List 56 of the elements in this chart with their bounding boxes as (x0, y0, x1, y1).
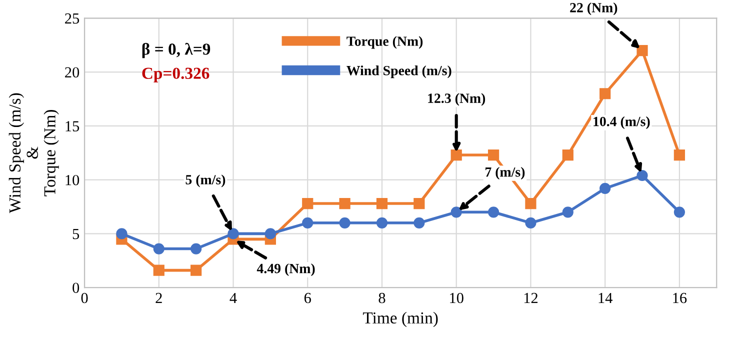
point (339, 217, 350, 228)
point (190, 243, 202, 254)
y-tick-label: 20 (65, 67, 80, 78)
annotation: β = 0, λ=9 (142, 42, 210, 58)
point (600, 88, 611, 100)
point (414, 198, 425, 210)
point (525, 198, 536, 210)
x-tick-label: 8 (378, 292, 386, 304)
point (562, 206, 574, 218)
point (488, 149, 500, 161)
y-axis-title: Wind Speed (m/s) & Torque (Nm) (8, 93, 59, 214)
point (636, 170, 648, 182)
annotation: 22 (Nm) (570, 2, 618, 16)
point (674, 149, 685, 161)
y-tick-label: 25 (65, 13, 80, 24)
y-tick-label: 10 (66, 174, 80, 186)
point (302, 217, 314, 228)
x-tick-label: 12 (524, 292, 538, 304)
point (153, 264, 164, 276)
x-tick-label: 2 (156, 292, 162, 304)
point (302, 198, 314, 210)
y-tick-label: 0 (72, 282, 80, 294)
point (376, 217, 388, 228)
annotation: 10.4 (m/s) (594, 116, 650, 130)
x-axis-title: Time (min) (362, 312, 438, 327)
point (450, 149, 462, 161)
point (153, 243, 164, 254)
x-tick-label: 14 (598, 292, 612, 304)
annotation: Cp=0.326 (142, 68, 210, 82)
point (488, 206, 500, 218)
x-tick-label: 16 (673, 292, 687, 304)
point (636, 44, 648, 56)
legend-label: Wind Speed (m/s) (346, 66, 452, 78)
point (339, 198, 350, 210)
annotation: 5 (m/s) (186, 174, 226, 188)
annotation: 12.3 (Nm) (428, 93, 486, 106)
y-tick-label: 15 (66, 121, 80, 132)
annotation: 7 (m/s) (486, 166, 525, 180)
point (228, 228, 239, 240)
point (264, 228, 276, 240)
point (674, 206, 685, 218)
legend-label: Torque (Nm) (346, 36, 423, 49)
point (525, 217, 536, 228)
y-tick-label: 5 (72, 228, 80, 240)
x-tick-label: 10 (450, 292, 464, 304)
point (414, 217, 425, 228)
x-tick-label: 0 (81, 292, 88, 304)
x-tick-label: 4 (230, 292, 237, 304)
point (116, 228, 128, 240)
point (562, 149, 574, 161)
point (190, 264, 202, 276)
point (376, 198, 388, 210)
point (450, 206, 462, 218)
point (600, 182, 611, 194)
x-tick-label: 6 (304, 292, 311, 304)
annotation: 4.49 (Nm) (256, 263, 315, 276)
